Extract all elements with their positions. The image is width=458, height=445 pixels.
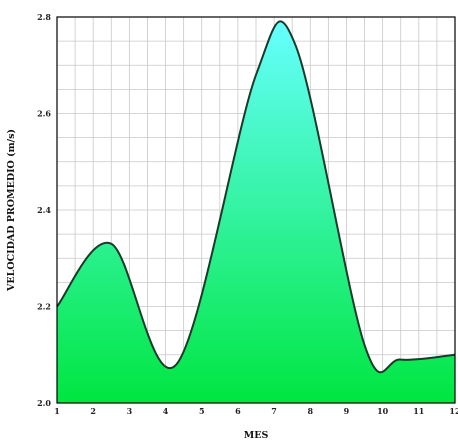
area-fill bbox=[57, 21, 455, 403]
x-tick-label: 2 bbox=[90, 406, 96, 416]
x-tick-label: 4 bbox=[163, 406, 169, 416]
x-tick-label: 6 bbox=[235, 406, 241, 416]
x-axis-title: MES bbox=[244, 430, 269, 441]
x-tick-label: 11 bbox=[413, 406, 424, 416]
y-tick-label: 2.0 bbox=[37, 398, 51, 408]
tick-labels: 1 2 3 4 5 6 7 8 9 10 11 122.02.22.42.62.8 bbox=[37, 12, 458, 416]
series-line bbox=[56, 20, 456, 374]
plot-frame bbox=[56, 16, 456, 404]
x-tick-label: 9 bbox=[344, 406, 350, 416]
x-tick-label: 3 bbox=[127, 406, 133, 416]
y-tick-label: 2.6 bbox=[37, 109, 51, 119]
y-axis-title: VELOCIDAD PROMEDIO (m/s) bbox=[6, 129, 17, 292]
x-tick-label: 8 bbox=[307, 406, 313, 416]
x-tick-label: 7 bbox=[271, 406, 277, 416]
y-tick-label: 2.2 bbox=[37, 302, 51, 312]
y-tick-label: 2.8 bbox=[37, 12, 51, 22]
x-tick-label: 12 bbox=[449, 406, 458, 416]
x-tick-label: 5 bbox=[199, 406, 205, 416]
x-tick-label: 10 bbox=[377, 406, 389, 416]
y-tick-label: 2.4 bbox=[37, 205, 51, 215]
x-tick-label: 1 bbox=[54, 406, 60, 416]
